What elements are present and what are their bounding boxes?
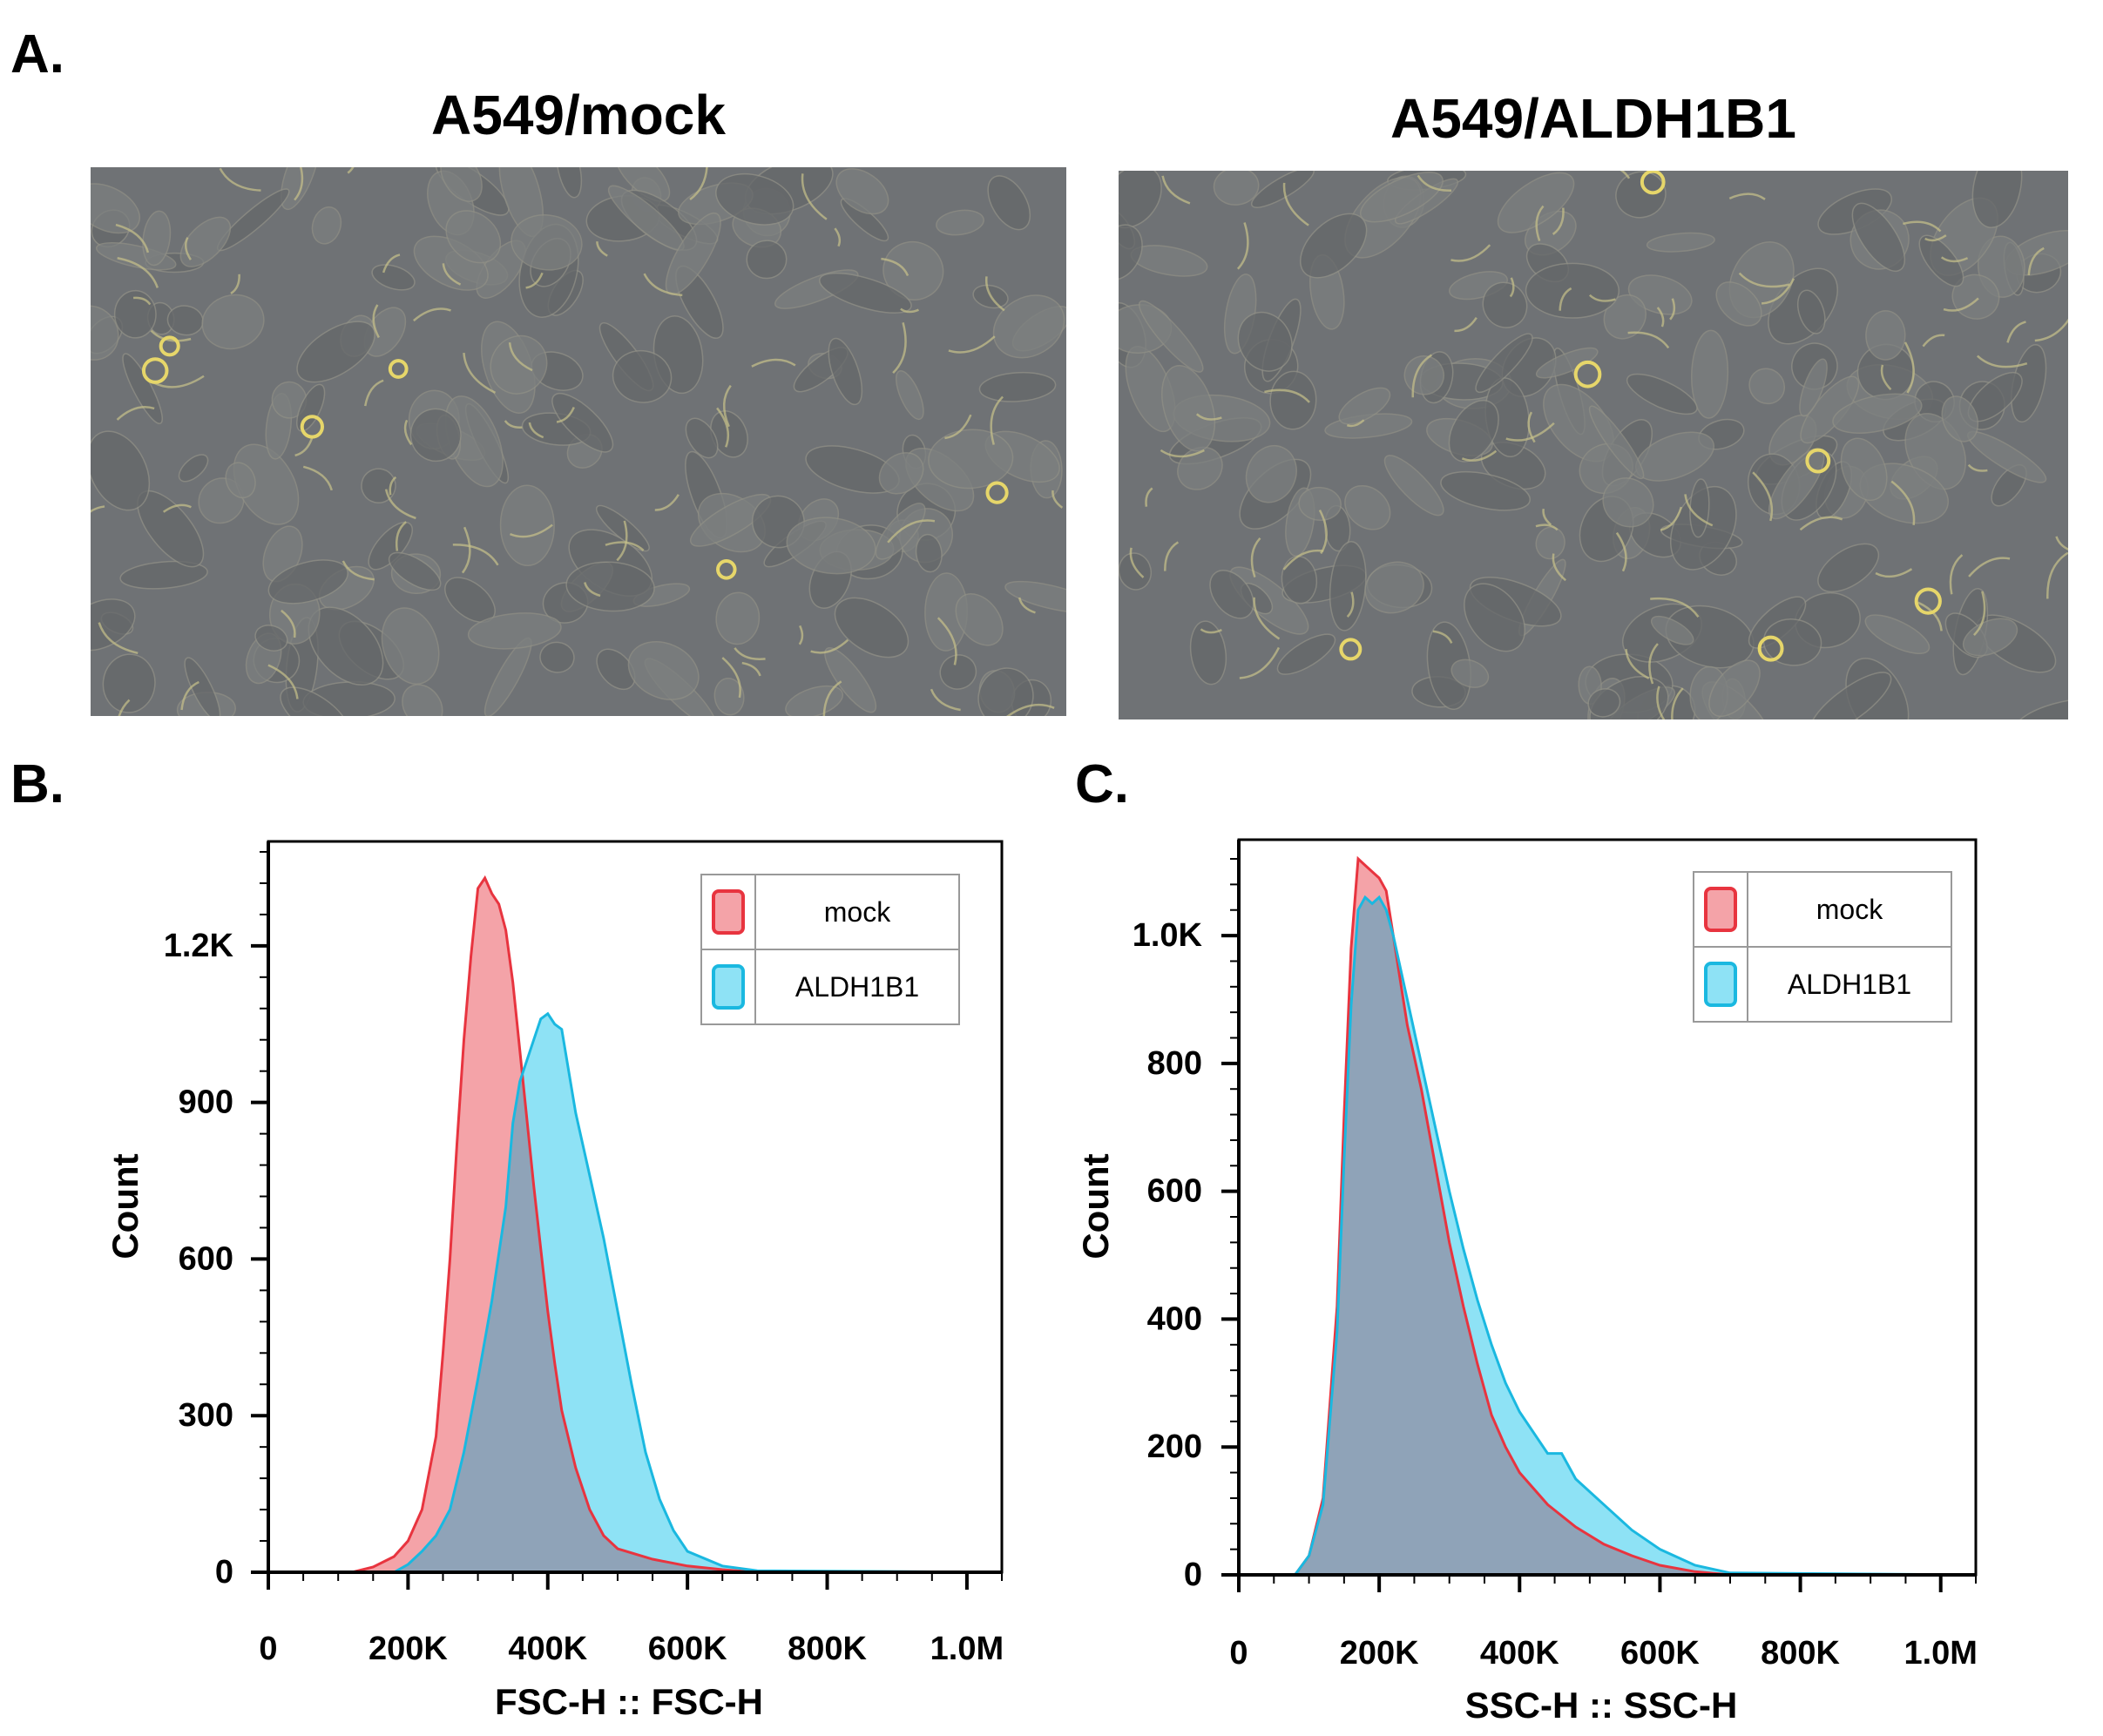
mock-cell-micrograph <box>91 167 1066 716</box>
aldh1b1-cell-micrograph <box>1119 171 2068 719</box>
legend-mock-label: mock <box>824 896 891 928</box>
legend-mock-label: mock <box>1816 894 1883 925</box>
y-tick-label: 200 <box>1147 1429 1202 1465</box>
x-axis-title: SSC-H :: SSC-H <box>1465 1685 1738 1726</box>
y-tick-label: 800 <box>1147 1045 1202 1082</box>
series-aldh1b1-area <box>268 1013 1002 1572</box>
panel-a-label: A. <box>10 24 64 84</box>
legend-aldh1b1-label: ALDH1B1 <box>795 971 919 1003</box>
y-axis-title: Count <box>1075 1153 1116 1259</box>
mock-micrograph-title: A549/mock <box>431 84 726 146</box>
y-tick-label: 1.2K <box>164 928 234 964</box>
series-mock-area <box>268 878 1002 1572</box>
histogram-c: 0 200 400 600 800 1.0K 0 200K 400K 600K 800K 1.0M SS… <box>1075 838 1978 1726</box>
y-tick-label: 900 <box>179 1084 233 1121</box>
series-mock-line <box>1239 855 1976 1577</box>
legend: mock ALDH1B1 <box>1693 871 1952 1023</box>
legend-mock-swatch <box>1704 887 1737 932</box>
x-tick-label: 400K <box>1480 1635 1559 1672</box>
x-tick-label: 800K <box>1761 1635 1840 1672</box>
aldh1b1-micrograph-image <box>1119 171 2068 719</box>
series-aldh1b1-line <box>1239 895 1977 1577</box>
legend-aldh1b1-swatch <box>1704 962 1737 1007</box>
series-aldh1b1-line <box>268 1011 1003 1574</box>
histogram-b: 0 300 600 900 1.2K 0 200K 400K 600K 800K 1.0M FSC-H… <box>105 840 1004 1722</box>
y-tick-label: 300 <box>179 1397 233 1434</box>
x-tick-label: 800K <box>788 1631 867 1667</box>
y-tick-label: 0 <box>1184 1557 1202 1593</box>
panel-b-label: B. <box>10 754 64 814</box>
y-tick-label: 600 <box>1147 1173 1202 1210</box>
legend-aldh1b1-swatch <box>712 964 745 1010</box>
x-tick-label: 0 <box>1229 1635 1248 1672</box>
x-tick-label: 600K <box>1620 1635 1700 1672</box>
x-tick-label: 1.0M <box>930 1631 1004 1667</box>
aldh1b1-micrograph-title: A549/ALDH1B1 <box>1390 87 1796 150</box>
series-mock-line <box>268 875 1002 1574</box>
x-tick-label: 0 <box>259 1631 277 1667</box>
x-tick-label: 1.0M <box>1904 1635 1977 1672</box>
y-tick-label: 400 <box>1147 1300 1202 1337</box>
series-overlap-area <box>1239 897 1976 1575</box>
x-tick-label: 600K <box>648 1631 727 1667</box>
x-tick-label: 400K <box>508 1631 587 1667</box>
legend-mock-swatch <box>712 889 745 935</box>
x-tick-label: 200K <box>1340 1635 1419 1672</box>
x-axis-title: FSC-H :: FSC-H <box>495 1681 763 1722</box>
y-tick-label: 1.0K <box>1133 917 1203 954</box>
legend: mock ALDH1B1 <box>700 874 960 1025</box>
y-tick-label: 0 <box>215 1554 233 1591</box>
y-tick-label: 600 <box>179 1240 233 1277</box>
legend-aldh1b1-label: ALDH1B1 <box>1788 969 1911 1000</box>
mock-micrograph-image <box>91 167 1066 716</box>
panel-c-label: C. <box>1075 754 1129 814</box>
x-tick-label: 200K <box>369 1631 448 1667</box>
y-axis-title: Count <box>105 1153 145 1259</box>
